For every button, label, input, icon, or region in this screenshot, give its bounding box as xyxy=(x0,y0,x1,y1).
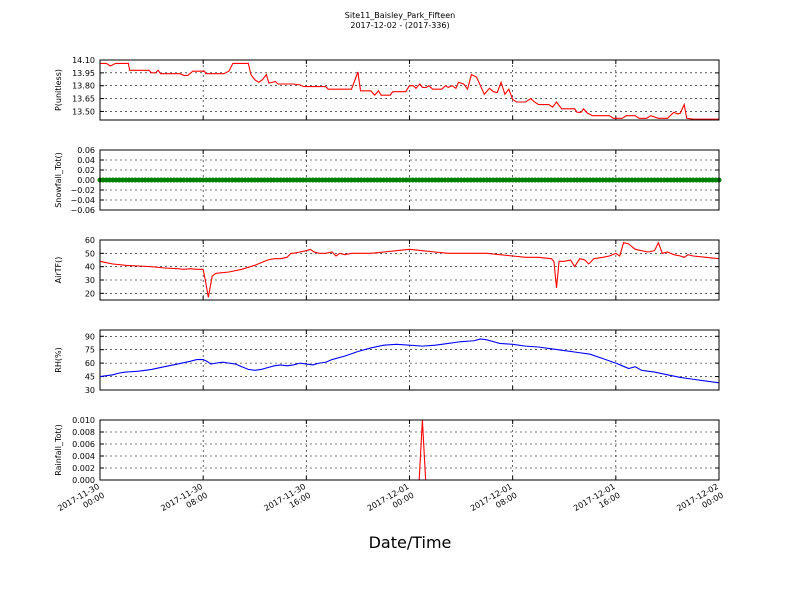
y-tick-label: 0.02 xyxy=(77,166,95,175)
panel-3: 60 50 40 30 20 AirTF() xyxy=(54,236,720,301)
y-tick-label: −0.02 xyxy=(70,186,95,195)
panel-2: 0.060.040.020.00−0.02−0.04−0.06 Snowfall_… xyxy=(54,146,722,215)
y-tick-label: −0.06 xyxy=(70,206,95,215)
y-tick-label: 13.65 xyxy=(72,95,95,104)
y-tick-label: 13.95 xyxy=(72,69,95,78)
panel-4: 90 75 60 45 30 RH(%) xyxy=(54,329,720,395)
y-axis-label: Snowfall_Tot() xyxy=(54,152,63,208)
y-axis-label: P(unitless) xyxy=(54,69,63,111)
x-tick-label: 2017-11-3016:00 xyxy=(263,482,313,522)
x-axis-label: Date/Time xyxy=(368,533,452,552)
plot-frame xyxy=(99,329,720,391)
y-tick-label: 0.006 xyxy=(72,440,95,449)
y-tick-label: 90 xyxy=(85,332,95,341)
y-tick-label: 60 xyxy=(85,359,95,368)
y-tick-label: 14.10 xyxy=(72,56,95,65)
series-line xyxy=(99,241,720,298)
plot-frame xyxy=(99,149,720,211)
y-tick-label: 40 xyxy=(85,263,95,272)
y-tick-label: 30 xyxy=(85,386,95,395)
y-tick-label: 0.008 xyxy=(72,428,95,437)
panel-1: 14.10 13.95 13.80 13.65 13.50 P(unitless) xyxy=(54,56,720,121)
panel-5: 0.010 0.008 0.006 0.004 0.002 0.000 Rainfall_T… xyxy=(54,416,720,485)
x-tick-label: 2017-12-0108:00 xyxy=(469,482,519,522)
plot-frame xyxy=(99,419,720,481)
y-tick-label: 13.80 xyxy=(72,82,95,91)
x-tick-label: 2017-12-0116:00 xyxy=(572,482,622,522)
y-tick-label: 0.06 xyxy=(77,146,95,155)
figure-title-block: Site11_Baisley_Park_Fifteen 2017-12-02 -… xyxy=(0,11,800,31)
y-axis-label: Rainfall_Tot() xyxy=(54,424,63,476)
y-tick-label: 0.010 xyxy=(72,416,95,425)
y-tick-label: 20 xyxy=(85,289,95,298)
y-tick-label: 30 xyxy=(85,276,95,285)
series-line xyxy=(99,338,720,384)
figure-title: Site11_Baisley_Park_Fifteen xyxy=(344,11,456,20)
x-tick-labels: 2017-11-3000:00 2017-11-3008:00 2017-11-30… xyxy=(56,482,725,522)
y-axis-label: AirTF() xyxy=(54,257,63,284)
y-tick-label: 0.00 xyxy=(77,176,95,185)
y-tick-label: 50 xyxy=(85,249,95,258)
y-tick-label: 13.50 xyxy=(72,107,95,116)
y-tick-label: 0.000 xyxy=(72,476,95,485)
y-tick-label: 0.004 xyxy=(72,452,95,461)
y-tick-label: −0.04 xyxy=(70,196,95,205)
y-tick-label: 60 xyxy=(85,236,95,245)
plot-frame xyxy=(99,239,720,301)
series-markers xyxy=(97,177,722,183)
plot-frame xyxy=(99,59,720,121)
series-line xyxy=(100,62,719,120)
y-axis-label: RH(%) xyxy=(54,347,63,372)
x-tick-label: 2017-11-3008:00 xyxy=(159,482,209,522)
y-tick-label: 45 xyxy=(85,373,95,382)
y-tick-label: 0.002 xyxy=(72,464,95,473)
x-tick-label: 2017-12-0100:00 xyxy=(366,482,416,522)
y-tick-label: 0.04 xyxy=(77,156,95,165)
x-tick-label: 2017-12-0200:00 xyxy=(675,482,725,522)
y-tick-label: 75 xyxy=(85,346,95,355)
figure-subtitle: 2017-12-02 - (2017-336) xyxy=(350,21,450,30)
x-tick-label: 2017-11-3000:00 xyxy=(56,482,106,522)
